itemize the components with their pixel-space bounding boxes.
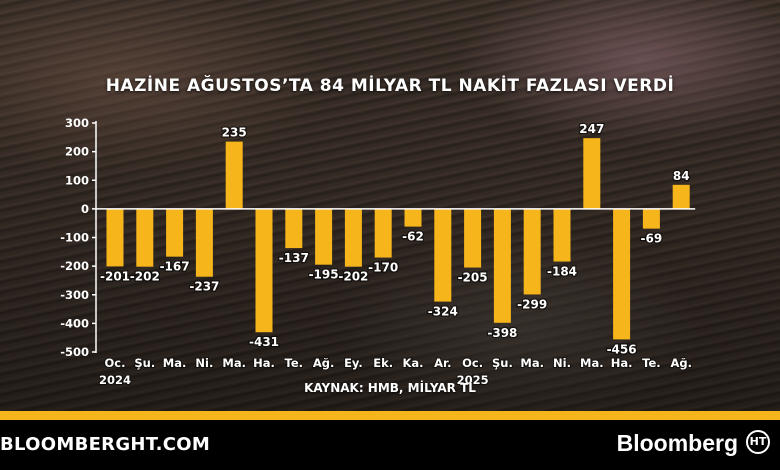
x-tick-label: Te. bbox=[642, 356, 661, 370]
y-tick-label: -400 bbox=[60, 316, 89, 330]
bar bbox=[404, 208, 422, 227]
bar-value-label: -201 bbox=[100, 269, 130, 283]
x-tick-label: Te. bbox=[285, 356, 304, 370]
bar-value-label: -205 bbox=[458, 271, 488, 285]
bar-value-label: -237 bbox=[189, 280, 219, 294]
x-tick-label: Oc. bbox=[105, 356, 126, 370]
x-tick-label: Ek. bbox=[373, 356, 393, 370]
y-tick-label: 0 bbox=[81, 202, 89, 216]
bar-value-label: -202 bbox=[338, 270, 368, 284]
y-tick-label: -100 bbox=[60, 231, 89, 245]
bar bbox=[493, 208, 511, 323]
y-axis: 300 200 100 0 -100 -200 -300 -400 -500 bbox=[60, 116, 97, 359]
bar bbox=[166, 208, 184, 257]
site-url[interactable]: BLOOMBERGHT.COM bbox=[0, 434, 211, 455]
bar-value-label: -167 bbox=[160, 260, 190, 274]
year-label: 2025 bbox=[457, 373, 489, 387]
y-tick-label: -500 bbox=[60, 345, 89, 359]
bar bbox=[255, 208, 273, 333]
x-tick-label: Ha. bbox=[253, 356, 275, 370]
bar bbox=[374, 208, 392, 258]
y-tick-label: 100 bbox=[65, 173, 89, 187]
bar bbox=[106, 208, 124, 267]
x-tick-label: Ar. bbox=[434, 356, 451, 370]
bar bbox=[583, 138, 601, 209]
source-note: KAYNAK: HMB, MİLYAR TL bbox=[304, 381, 476, 395]
bar bbox=[613, 208, 631, 340]
bar bbox=[434, 208, 452, 302]
bar-value-label: -170 bbox=[368, 261, 398, 275]
x-tick-label: Şu. bbox=[134, 356, 155, 370]
x-tick-label: Ma. bbox=[580, 356, 604, 370]
bar bbox=[553, 208, 571, 262]
bar-value-label: 247 bbox=[579, 122, 604, 136]
bar-value-label: -299 bbox=[517, 297, 547, 311]
bar bbox=[523, 208, 541, 295]
bar bbox=[672, 184, 690, 209]
x-tick-label: Ağ. bbox=[670, 356, 692, 370]
x-tick-label: Ni. bbox=[195, 356, 213, 370]
brand-logo-text: Bloomberg bbox=[616, 430, 738, 456]
bar-value-label: -431 bbox=[249, 335, 279, 349]
x-tick-label: Ey. bbox=[344, 356, 363, 370]
chart-title: HAZİNE AĞUSTOS’TA 84 MİLYAR TL NAKİT FAZ… bbox=[105, 76, 675, 96]
bar-value-label: -195 bbox=[309, 268, 339, 282]
bar bbox=[136, 208, 154, 267]
y-tick-label: 200 bbox=[65, 145, 89, 159]
x-tick-label: Ma. bbox=[520, 356, 544, 370]
bar bbox=[195, 208, 213, 277]
x-tick-label: Ağ. bbox=[313, 356, 335, 370]
x-tick-label: Şu. bbox=[492, 356, 513, 370]
y-tick-label: 300 bbox=[65, 116, 89, 130]
x-tick-label: Ma. bbox=[222, 356, 246, 370]
bar bbox=[225, 141, 243, 209]
bar-value-label: -398 bbox=[487, 326, 517, 340]
bar-value-label: -137 bbox=[279, 251, 309, 265]
bar-value-label: -202 bbox=[130, 270, 160, 284]
bar-value-label: -184 bbox=[547, 265, 577, 279]
year-label: 2024 bbox=[99, 373, 131, 387]
bar bbox=[464, 208, 482, 268]
x-tick-label: Oc. bbox=[462, 356, 483, 370]
y-tick-label: -200 bbox=[60, 259, 89, 273]
bar-value-label: -69 bbox=[641, 232, 663, 246]
x-tick-label: Ka. bbox=[402, 356, 423, 370]
footer-bar: BLOOMBERGHT.COM Bloomberg HT bbox=[0, 420, 780, 470]
bar-value-label: 84 bbox=[673, 169, 690, 183]
x-tick-label: Ni. bbox=[553, 356, 571, 370]
bar bbox=[344, 208, 362, 267]
accent-stripe bbox=[0, 411, 780, 420]
x-axis: Oc. Şu. Ma. Ni. Ma. Ha. Te. Ağ. Ey. Ek. Ka. Ar. Oc. Ş… bbox=[96, 208, 696, 388]
ht-logo-icon: HT bbox=[746, 430, 770, 454]
bar bbox=[642, 208, 660, 229]
bar-value-label: -324 bbox=[428, 305, 458, 319]
bar-value-label: -62 bbox=[402, 230, 424, 244]
x-tick-label: Ma. bbox=[163, 356, 187, 370]
x-tick-label: Ha. bbox=[611, 356, 633, 370]
bar bbox=[315, 208, 333, 265]
bar bbox=[285, 208, 303, 249]
bar-value-label: -456 bbox=[607, 342, 637, 356]
bar-value-label: 235 bbox=[222, 126, 247, 140]
y-tick-label: -300 bbox=[60, 288, 89, 302]
